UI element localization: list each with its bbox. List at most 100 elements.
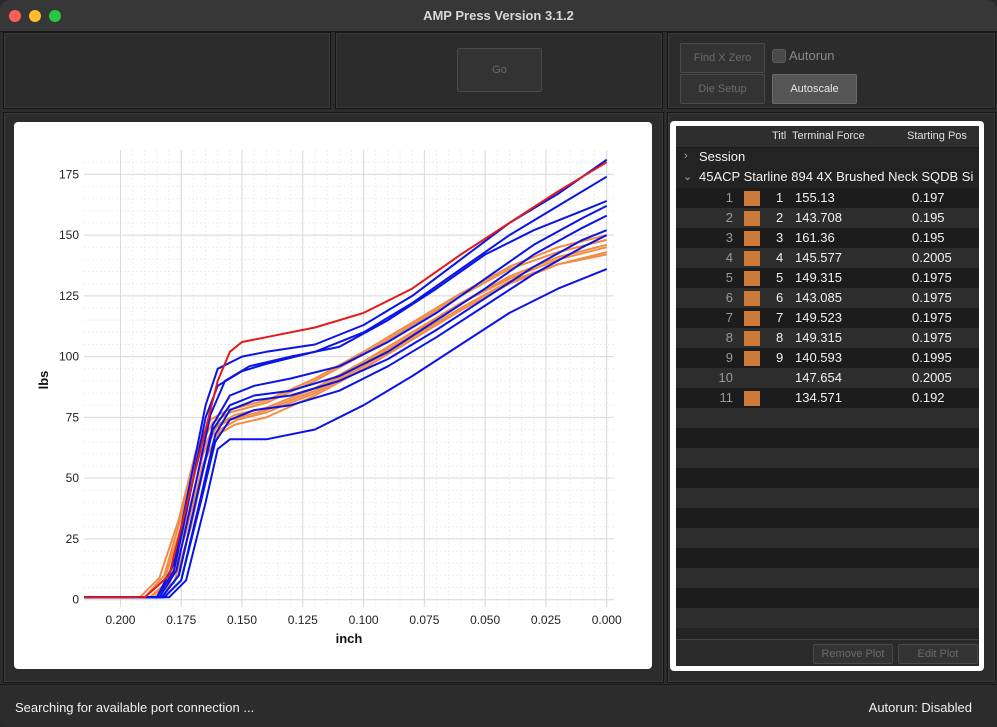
x-tick-label: 0.125 — [288, 613, 318, 627]
table-row[interactable]: 5 5 149.315 0.1975 — [676, 268, 979, 288]
table-row[interactable]: 1 1 155.13 0.197 — [676, 188, 979, 208]
row-title: 6 — [776, 290, 784, 305]
header-title[interactable]: Titl — [772, 130, 787, 142]
row-title: 8 — [776, 330, 784, 345]
table-row[interactable]: 9 9 140.593 0.1995 — [676, 348, 979, 368]
toolbar-panel-center: Go — [335, 32, 663, 109]
row-terminal-force: 149.315 — [795, 270, 842, 285]
table-row[interactable]: 3 3 161.36 0.195 — [676, 228, 979, 248]
x-tick-label: 0.175 — [166, 613, 196, 627]
table-row[interactable]: 4 4 145.577 0.2005 — [676, 248, 979, 268]
color-swatch[interactable] — [744, 231, 760, 246]
empty-row — [676, 508, 979, 528]
color-swatch[interactable] — [744, 291, 760, 306]
chart-area[interactable]: 0.200 0.175 0.150 0.125 0.100 0.075 0.050 0.025… — [14, 122, 652, 669]
series-line-orange-14 — [84, 253, 607, 599]
y-tick-label: 100 — [59, 350, 79, 364]
zoom-window-button[interactable] — [49, 10, 61, 22]
go-button[interactable]: Go — [457, 48, 542, 92]
close-window-button[interactable] — [9, 10, 21, 22]
empty-row — [676, 488, 979, 508]
row-terminal-force: 147.654 — [795, 370, 842, 385]
row-terminal-force: 143.085 — [795, 290, 842, 305]
series-line-blue-6 — [84, 234, 608, 599]
series-line-orange-13 — [84, 234, 607, 599]
edit-plot-button[interactable]: Edit Plot — [898, 644, 978, 664]
table-row[interactable]: 10 147.654 0.2005 — [676, 368, 979, 388]
row-starting-pos: 0.195 — [912, 230, 945, 245]
x-tick-label: 0.050 — [470, 613, 500, 627]
color-swatch[interactable] — [744, 251, 760, 266]
header-starting-pos[interactable]: Starting Pos — [907, 130, 967, 142]
toolbar-panel-right: Find X Zero Die Setup Autorun Autoscale — [667, 32, 996, 109]
series-line-blue-7 — [84, 268, 608, 599]
table-row[interactable]: 8 8 149.315 0.1975 — [676, 328, 979, 348]
row-index: 10 — [718, 370, 733, 385]
color-swatch[interactable] — [744, 391, 760, 406]
y-tick-label: 125 — [59, 289, 79, 303]
row-starting-pos: 0.1975 — [912, 310, 952, 325]
color-swatch[interactable] — [744, 211, 760, 226]
die-setup-button[interactable]: Die Setup — [680, 74, 765, 104]
y-tick-label: 50 — [66, 471, 80, 485]
color-swatch[interactable] — [744, 191, 760, 206]
empty-row — [676, 528, 979, 548]
table-row[interactable]: 11 134.571 0.192 — [676, 388, 979, 408]
row-index: 11 — [719, 390, 734, 405]
empty-row — [676, 448, 979, 468]
empty-row — [676, 588, 979, 608]
header-terminal-force[interactable]: Terminal Force — [792, 130, 865, 142]
session-label: Session — [699, 149, 746, 164]
minimize-window-button[interactable] — [29, 10, 41, 22]
row-starting-pos: 0.197 — [912, 190, 945, 205]
row-index: 4 — [725, 250, 733, 265]
title-bar: AMP Press Version 3.1.2 — [0, 0, 997, 32]
row-terminal-force: 140.593 — [795, 350, 842, 365]
empty-row — [676, 468, 979, 488]
results-table[interactable]: Titl Terminal Force Starting Pos › Sessi… — [676, 126, 979, 666]
y-tick-label: 175 — [59, 167, 79, 181]
tree-row-group[interactable]: ⌄ 45ACP Starline 894 4X Brushed Neck SQD… — [676, 167, 979, 188]
row-index: 3 — [725, 230, 733, 245]
row-index: 5 — [725, 270, 733, 285]
row-title: 1 — [776, 190, 784, 205]
series-line-blue-2 — [84, 175, 608, 599]
row-terminal-force: 149.315 — [795, 330, 842, 345]
row-terminal-force: 161.36 — [795, 230, 835, 245]
color-swatch[interactable] — [744, 331, 760, 346]
color-swatch[interactable] — [744, 271, 760, 286]
y-axis-label: lbs — [36, 371, 51, 390]
row-title: 5 — [776, 270, 784, 285]
series-line-blue-8 — [84, 200, 608, 599]
remove-plot-button[interactable]: Remove Plot — [813, 644, 893, 664]
tree-row-session[interactable]: › Session — [676, 147, 979, 167]
row-starting-pos: 0.1975 — [912, 270, 952, 285]
y-tick-label: 75 — [66, 410, 80, 424]
empty-row — [676, 408, 979, 428]
row-index: 9 — [725, 350, 733, 365]
color-swatch[interactable] — [744, 311, 760, 326]
chevron-right-icon[interactable]: › — [684, 150, 688, 162]
row-terminal-force: 145.577 — [795, 250, 842, 265]
table-row[interactable]: 6 6 143.085 0.1975 — [676, 288, 979, 308]
table-row[interactable]: 7 7 149.523 0.1975 — [676, 308, 979, 328]
table-row[interactable]: 2 2 143.708 0.195 — [676, 208, 979, 228]
force-position-chart[interactable]: 0.200 0.175 0.150 0.125 0.100 0.075 0.050 0.025… — [14, 122, 652, 669]
row-starting-pos: 0.192 — [912, 390, 945, 405]
row-index: 2 — [725, 210, 733, 225]
series-line-orange-11 — [84, 243, 607, 599]
autoscale-button[interactable]: Autoscale — [772, 74, 857, 104]
row-terminal-force: 143.708 — [795, 210, 842, 225]
empty-row — [676, 608, 979, 628]
row-terminal-force: 155.13 — [795, 190, 835, 205]
table-footer: Remove Plot Edit Plot — [676, 639, 979, 666]
color-swatch[interactable] — [744, 351, 760, 366]
empty-row — [676, 548, 979, 568]
autorun-checkbox[interactable] — [772, 49, 786, 63]
y-tick-label: 0 — [72, 593, 79, 607]
row-index: 1 — [725, 190, 733, 205]
find-x-zero-button[interactable]: Find X Zero — [680, 43, 765, 73]
chevron-down-icon[interactable]: ⌄ — [683, 171, 693, 183]
series-line-red-0 — [84, 161, 608, 599]
table-header: Titl Terminal Force Starting Pos — [676, 126, 979, 148]
